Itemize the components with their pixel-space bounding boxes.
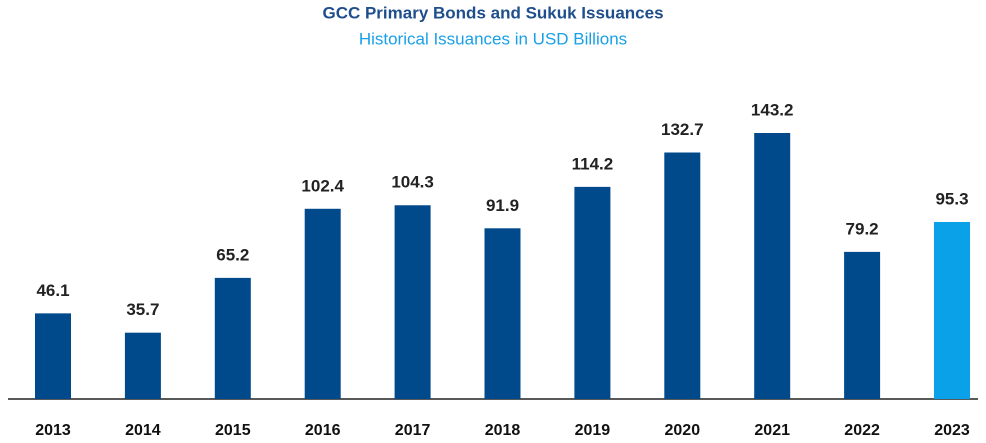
bar [124,332,161,399]
value-label: 114.2 [572,154,614,173]
value-label: 132.7 [661,120,704,139]
bar [754,133,791,399]
value-label: 35.7 [126,300,159,319]
chart-subtitle: Historical Issuances in USD Billions [359,29,627,48]
value-label: 102.4 [301,176,344,195]
x-tick-label: 2013 [35,422,71,439]
x-tick-label: 2021 [754,422,790,439]
value-label: 79.2 [846,219,879,238]
bar [394,205,431,399]
bar [484,228,521,399]
bar [934,221,970,399]
x-tick-label: 2019 [575,422,611,439]
bar [214,277,251,399]
x-tick-label: 2015 [215,422,251,439]
value-label: 143.2 [751,100,794,119]
bar [35,313,71,399]
x-tick-label: 2023 [934,422,970,439]
x-tick-label: 2017 [395,422,431,439]
x-tick-label: 2018 [485,422,521,439]
value-label: 46.1 [36,281,69,300]
value-label: 65.2 [216,245,249,264]
value-label: 91.9 [486,196,519,215]
bar [574,186,611,399]
value-label: 104.3 [391,173,434,192]
bar [844,251,881,399]
x-tick-label: 2016 [305,422,341,439]
bar [304,208,341,399]
bar [664,152,701,399]
x-tick-label: 2022 [844,422,880,439]
chart-title: GCC Primary Bonds and Sukuk Issuances [322,3,663,22]
x-tick-label: 2014 [125,422,161,439]
value-label: 95.3 [935,189,968,208]
x-tick-label: 2020 [665,422,701,439]
